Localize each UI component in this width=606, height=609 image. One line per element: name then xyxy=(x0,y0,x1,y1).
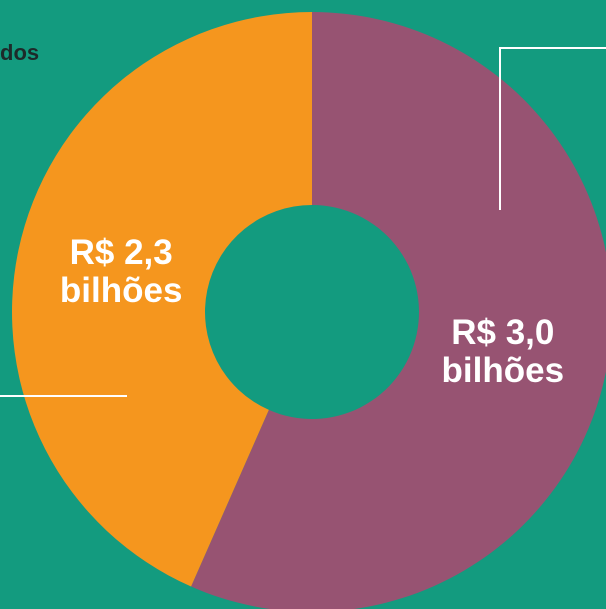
leader-line xyxy=(499,47,606,210)
value-label: R$ 3,0 bilhões xyxy=(441,313,565,391)
value-label: R$ 2,3 bilhões xyxy=(59,233,183,310)
annotation: dos xyxy=(0,40,40,65)
slice xyxy=(191,12,606,609)
slice xyxy=(11,12,313,587)
